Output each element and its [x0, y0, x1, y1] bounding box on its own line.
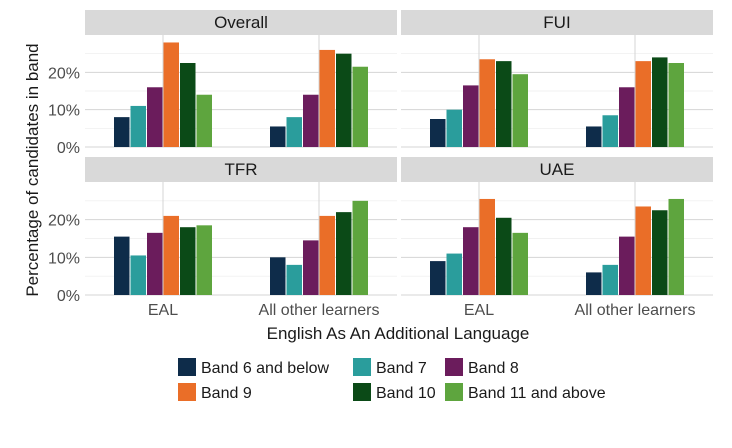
bar — [586, 126, 602, 147]
facet-title: UAE — [540, 160, 575, 179]
legend-label: Band 7 — [376, 360, 427, 377]
bar — [319, 215, 335, 295]
bar — [512, 232, 528, 295]
legend-swatch — [445, 383, 463, 401]
bar — [352, 66, 368, 147]
legend: Band 6 and below Band 7 Band 8 Band 9 Band 1… — [178, 358, 606, 402]
facet-strip — [401, 157, 713, 182]
facet-strip — [85, 10, 397, 35]
y-axis-title: Percentage of candidates in band — [23, 43, 42, 296]
legend-label: Band 10 — [376, 385, 436, 402]
x-axis-title: English As An Additional Language — [267, 324, 530, 343]
facet-title: TFR — [224, 160, 257, 179]
bar — [114, 236, 130, 295]
y-tick-label: 20% — [48, 65, 80, 82]
bar — [303, 240, 319, 295]
bar — [180, 227, 196, 295]
bar — [479, 59, 495, 147]
facet-title: FUI — [543, 13, 570, 32]
y-tick-label: 0% — [57, 140, 80, 157]
facet-panel: TFR 0% 10% 20% EAL All other learners — [48, 157, 397, 319]
bar — [668, 63, 684, 147]
bar — [668, 198, 684, 295]
y-tick-label: 10% — [48, 103, 80, 120]
bar — [147, 232, 163, 295]
bar — [446, 109, 462, 147]
x-tick-label: All other learners — [575, 302, 696, 319]
bar — [180, 63, 196, 147]
bar — [163, 42, 179, 147]
bar — [270, 126, 286, 147]
bar — [430, 119, 446, 147]
bar — [336, 53, 352, 147]
bar — [270, 257, 286, 295]
bar — [463, 85, 479, 147]
x-tick-label: All other learners — [259, 302, 380, 319]
facet-strip — [85, 157, 397, 182]
bar — [130, 105, 146, 147]
bar — [446, 253, 462, 295]
bar — [286, 264, 302, 295]
legend-swatch — [178, 358, 196, 376]
facet-strip — [401, 10, 713, 35]
legend-label: Band 6 and below — [201, 360, 330, 377]
bar — [619, 87, 635, 147]
bar — [352, 200, 368, 295]
bar — [114, 117, 130, 147]
facet-panel: Overall 0% 10% 20% — [48, 10, 397, 157]
y-tick-label: 10% — [48, 250, 80, 267]
bar — [602, 264, 618, 295]
bar — [652, 57, 668, 147]
bar — [496, 217, 512, 295]
bar — [147, 87, 163, 147]
bar — [286, 117, 302, 147]
bar — [336, 212, 352, 295]
legend-swatch — [445, 358, 463, 376]
bar — [652, 210, 668, 295]
legend-label: Band 9 — [201, 385, 252, 402]
legend-swatch — [353, 383, 371, 401]
bar — [635, 61, 651, 147]
legend-label: Band 11 and above — [468, 385, 606, 402]
bar — [430, 261, 446, 295]
y-tick-label: 20% — [48, 213, 80, 230]
bar — [196, 225, 212, 295]
legend-swatch — [178, 383, 196, 401]
bar — [602, 115, 618, 147]
bar — [635, 206, 651, 295]
y-tick-label: 0% — [57, 288, 80, 305]
facet-panel: FUI — [401, 10, 713, 148]
bar — [130, 255, 146, 295]
bar — [196, 94, 212, 147]
x-tick-label: EAL — [464, 302, 494, 319]
bar — [479, 198, 495, 295]
bar — [512, 74, 528, 147]
bar — [496, 61, 512, 147]
bar — [163, 215, 179, 295]
legend-label: Band 8 — [468, 360, 519, 377]
facet-title: Overall — [214, 13, 268, 32]
bar — [319, 49, 335, 147]
bar — [463, 227, 479, 295]
facet-panel: UAE EAL All other learners — [401, 157, 713, 319]
legend-swatch — [353, 358, 371, 376]
x-tick-label: EAL — [148, 302, 178, 319]
bar — [619, 236, 635, 295]
bar — [303, 94, 319, 147]
bar — [586, 272, 602, 295]
